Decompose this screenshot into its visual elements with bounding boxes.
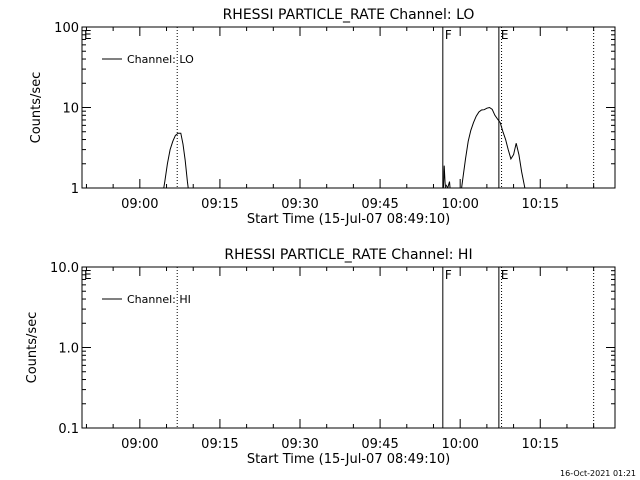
series-line-segment [461, 106, 526, 188]
y-tick-label: 1.0 [58, 342, 79, 357]
chart-panel-2: RHESSI PARTICLE_RATE Channel: HI 0.1 1.0 10… [25, 247, 616, 467]
y-axis-label: Counts/sec [25, 312, 40, 384]
chart-legend: Channel: LO [102, 53, 194, 66]
event-marker-label: E [84, 28, 92, 42]
x-tick-label: 10:15 [522, 437, 559, 452]
event-marker-label: E [501, 268, 509, 282]
chart-legend: Channel: HI [102, 293, 191, 306]
event-marker-label: F [445, 28, 452, 42]
x-tick-label: 10:00 [441, 197, 478, 212]
plot-frame [81, 266, 616, 429]
y-tick-label: 100 [54, 21, 79, 36]
x-tick-label: 09:00 [121, 437, 158, 452]
y-axis-label: Counts/sec [29, 72, 44, 144]
plot-timestamp: 16-Oct-2021 01:21 [560, 469, 636, 478]
chart-title: RHESSI PARTICLE_RATE Channel: HI [224, 247, 472, 263]
x-axis-label: Start Time (15-Jul-07 08:49:10) [247, 212, 450, 227]
y-tick-label: 10 [62, 102, 79, 117]
legend-entry: Channel: LO [127, 53, 194, 66]
y-tick-label: 10.0 [50, 261, 79, 276]
event-marker-label: E [84, 268, 92, 282]
y-tick-label: 1 [71, 182, 79, 197]
x-tick-label: 09:45 [361, 437, 398, 452]
plot-frame [81, 26, 616, 189]
y-tick-label: 0.1 [58, 422, 79, 437]
event-marker-label: F [445, 268, 452, 282]
series-line-segment [442, 165, 446, 188]
x-tick-label: 09:30 [281, 197, 318, 212]
x-tick-label: 09:30 [281, 437, 318, 452]
x-tick-label: 09:15 [201, 437, 238, 452]
series-line-segment [163, 132, 189, 188]
event-marker-label: E [501, 28, 509, 42]
x-tick-label: 10:15 [522, 197, 559, 212]
x-tick-label: 09:15 [201, 197, 238, 212]
legend-entry: Channel: HI [127, 293, 191, 306]
chart-title: RHESSI PARTICLE_RATE Channel: LO [223, 7, 475, 23]
x-tick-label: 09:00 [121, 197, 158, 212]
x-axis-label: Start Time (15-Jul-07 08:49:10) [247, 452, 450, 467]
series-line-segment [445, 181, 451, 188]
x-tick-label: 09:45 [361, 197, 398, 212]
x-tick-label: 10:00 [441, 437, 478, 452]
chart-panel-1: RHESSI PARTICLE_RATE Channel: LO 1 10 100 09… [29, 7, 616, 227]
